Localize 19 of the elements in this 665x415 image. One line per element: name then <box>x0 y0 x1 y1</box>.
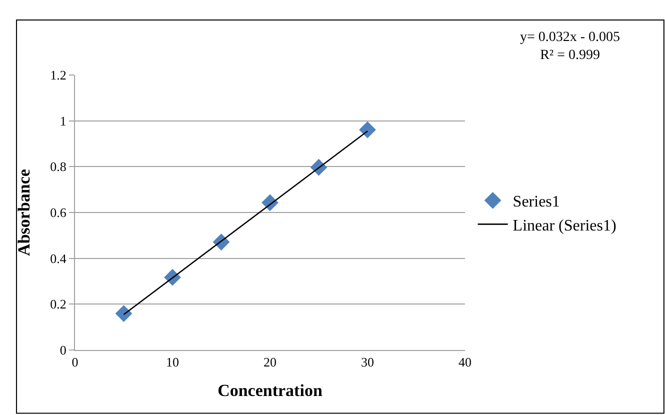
y-tick-label: 0.8 <box>50 159 66 174</box>
y-tick-label: 1 <box>60 113 66 128</box>
y-tick-label: 0.4 <box>50 250 67 266</box>
x-tick-label: 30 <box>361 354 374 370</box>
x-tick-label: 20 <box>264 354 276 370</box>
point <box>115 305 132 322</box>
y-tick-label: 0 <box>60 342 66 358</box>
legend-label: Linear (Series1) <box>512 217 616 234</box>
y-tick-label: 0.6 <box>50 205 67 220</box>
x-tick-label: 40 <box>458 354 472 370</box>
y-tick-label: 1.2 <box>50 68 66 83</box>
y-axis-title: Absorbance <box>14 168 34 256</box>
legend-label: Series1 <box>512 194 560 211</box>
x-tick-label: 10 <box>166 354 179 370</box>
text: y= 0.032x - 0.005 R² = 0.999 <box>520 30 620 64</box>
x-axis-title: Concentration <box>218 381 323 400</box>
point <box>359 121 376 138</box>
y-tick-label: 0.2 <box>50 296 66 312</box>
x-tick-label: 0 <box>72 354 78 370</box>
